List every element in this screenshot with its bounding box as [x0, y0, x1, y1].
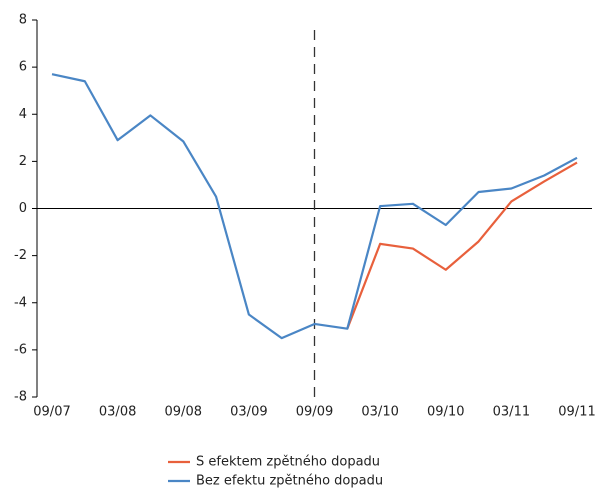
y-tick-label: -8 — [14, 390, 27, 405]
x-tick-label: 09/11 — [558, 405, 595, 420]
series-line — [346, 161, 578, 330]
y-tick-label: 2 — [19, 154, 27, 169]
x-tick-label: 09/09 — [296, 405, 333, 420]
y-tick-label: 0 — [19, 201, 27, 216]
x-tick-label: 03/08 — [99, 405, 136, 420]
x-tick-label: 09/10 — [427, 405, 464, 420]
series-line — [51, 73, 578, 340]
y-tick-label: -2 — [14, 248, 27, 263]
y-tick-label: 6 — [19, 60, 27, 75]
x-tick-label: 09/08 — [165, 405, 202, 420]
y-tick-label: -6 — [14, 342, 27, 357]
y-tick-label: 8 — [19, 13, 27, 28]
y-tick-label: 4 — [19, 107, 27, 122]
legend-label: Bez efektu zpětného dopadu — [196, 474, 383, 489]
legend-label: S efektem zpětného dopadu — [196, 455, 380, 470]
x-tick-label: 03/11 — [493, 405, 530, 420]
y-tick-label: -4 — [14, 295, 27, 310]
x-tick-label: 09/07 — [33, 405, 70, 420]
x-tick-label: 03/10 — [361, 405, 398, 420]
x-tick-label: 03/09 — [230, 405, 267, 420]
